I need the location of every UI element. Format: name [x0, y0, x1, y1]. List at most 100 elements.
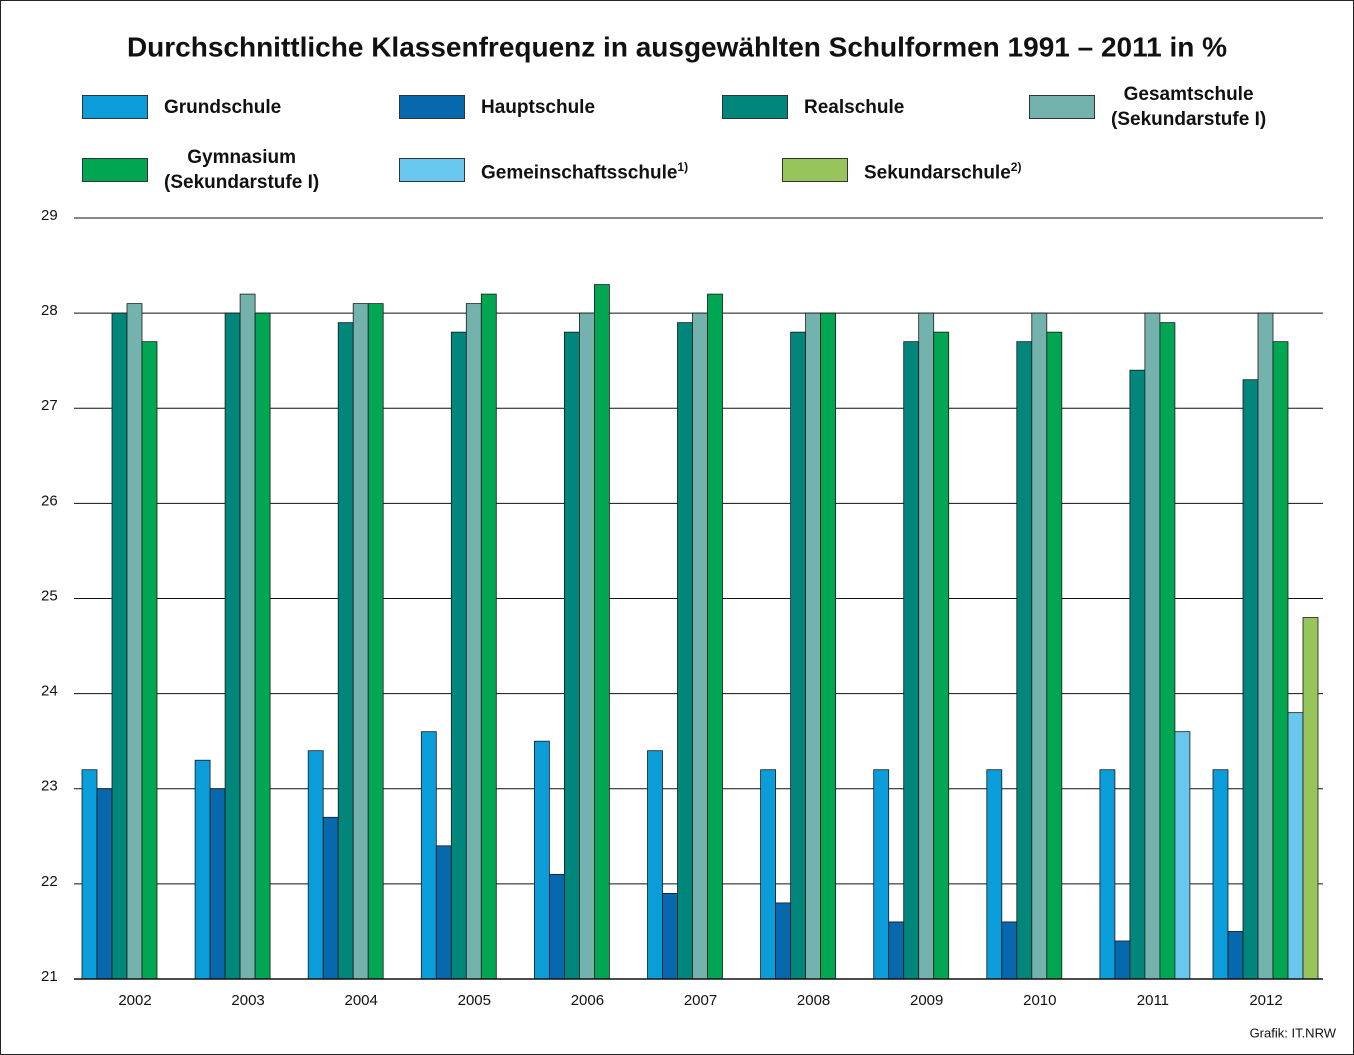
- source: Grafik: IT.NRW: [1250, 1025, 1337, 1040]
- bar: [435, 845, 452, 980]
- bar: [239, 293, 256, 980]
- y-tick-label: 22: [41, 873, 58, 890]
- x-tick-label: 2008: [797, 992, 830, 1009]
- bar: [564, 331, 580, 980]
- footnote: 1): [677, 159, 689, 174]
- legend-swatch: [722, 95, 788, 119]
- bar: [647, 750, 663, 980]
- bar: [534, 740, 550, 980]
- legend-item: Gemeinschaftsschule1): [399, 155, 688, 185]
- bar: [933, 331, 950, 980]
- chart-title: Durchschnittliche Klassenfrequenz in aus…: [127, 31, 1227, 62]
- x-tick-label: 2010: [1023, 992, 1056, 1009]
- bar: [775, 902, 791, 980]
- legend-label: Realschule: [804, 95, 904, 120]
- x-tick-label: 2011: [1137, 992, 1169, 1009]
- bar: [1099, 769, 1116, 980]
- bar: [81, 769, 98, 980]
- bar: [760, 769, 776, 980]
- bar: [480, 293, 497, 980]
- legend-label: Sekundarschule2): [864, 155, 1021, 185]
- bar: [1016, 341, 1033, 980]
- legend-swatch: [399, 158, 465, 182]
- bar: [1242, 379, 1259, 980]
- footnote: 2): [1010, 159, 1022, 174]
- bar: [820, 312, 836, 980]
- legend-text: Sekundarschule: [864, 162, 1011, 184]
- bar: [1287, 712, 1304, 980]
- x-tick-label: 2002: [118, 992, 151, 1009]
- bar: [224, 312, 241, 980]
- legend-item: Sekundarschule2): [782, 155, 1021, 185]
- bar: [903, 341, 920, 980]
- bar: [918, 312, 935, 980]
- bar: [322, 816, 339, 980]
- bar: [662, 892, 678, 980]
- legend-label: Gymnasium (Sekundarstufe I): [164, 145, 319, 195]
- bar: [1144, 312, 1161, 980]
- legend-item: Grundschule: [82, 95, 281, 119]
- bar: [1227, 931, 1244, 980]
- x-tick-label: 2012: [1249, 992, 1282, 1009]
- bar: [579, 312, 595, 980]
- legend-swatch: [82, 158, 148, 182]
- bar: [307, 750, 324, 980]
- bar: [1174, 731, 1191, 980]
- y-tick-label: 27: [41, 397, 58, 414]
- bar: [209, 788, 226, 980]
- y-tick-label: 29: [41, 207, 58, 224]
- legend-text: Hauptschule: [481, 96, 596, 118]
- legend-item: Gymnasium (Sekundarstufe I): [82, 145, 319, 195]
- bar: [1212, 769, 1229, 980]
- legend-text: Realschule: [804, 96, 905, 118]
- legend-label: Gesamtschule (Sekundarstufe I): [1111, 82, 1266, 132]
- legend-text: Gesamtschule (Sekundarstufe I): [1111, 84, 1267, 130]
- bar: [1272, 341, 1289, 980]
- legend-swatch: [782, 158, 848, 182]
- bar: [1302, 617, 1319, 980]
- bar: [1046, 331, 1063, 980]
- y-tick-label: 25: [41, 587, 58, 604]
- bar: [111, 312, 128, 980]
- bar: [420, 731, 437, 980]
- bar: [367, 303, 384, 980]
- legend-label: Grundschule: [164, 95, 281, 120]
- bar: [1001, 921, 1018, 980]
- legend-swatch: [82, 95, 148, 119]
- legend-text: Gymnasium (Sekundarstufe I): [164, 147, 320, 193]
- bar: [141, 341, 158, 980]
- y-tick-label: 24: [41, 683, 58, 700]
- bar: [677, 322, 693, 980]
- bar: [450, 331, 467, 980]
- y-tick-label: 26: [41, 492, 58, 509]
- legend-item: Gesamtschule (Sekundarstufe I): [1029, 82, 1266, 132]
- bar: [594, 284, 610, 980]
- bar: [337, 322, 354, 980]
- bar: [194, 759, 211, 980]
- legend-text: Grundschule: [164, 96, 282, 118]
- bar: [1159, 322, 1176, 980]
- bar: [1031, 312, 1048, 980]
- x-tick-label: 2004: [345, 992, 378, 1009]
- bar: [352, 303, 369, 980]
- x-tick-label: 2007: [684, 992, 717, 1009]
- bar: [707, 293, 723, 980]
- bar: [1129, 369, 1146, 980]
- bar: [873, 769, 890, 980]
- legend-item: Realschule: [722, 95, 904, 119]
- y-tick-label: 21: [41, 968, 58, 985]
- legend-label: Gemeinschaftsschule1): [481, 155, 688, 185]
- bar: [254, 312, 271, 980]
- legend-item: Hauptschule: [399, 95, 595, 119]
- bar: [126, 303, 143, 980]
- x-tick-label: 2003: [231, 992, 264, 1009]
- x-tick-label: 2006: [571, 992, 604, 1009]
- bar: [1114, 940, 1131, 980]
- bar: [96, 788, 113, 980]
- x-tick-label: 2005: [458, 992, 491, 1009]
- legend-swatch: [399, 95, 465, 119]
- bar: [1257, 312, 1274, 980]
- bar: [549, 873, 565, 980]
- bar: [692, 312, 708, 980]
